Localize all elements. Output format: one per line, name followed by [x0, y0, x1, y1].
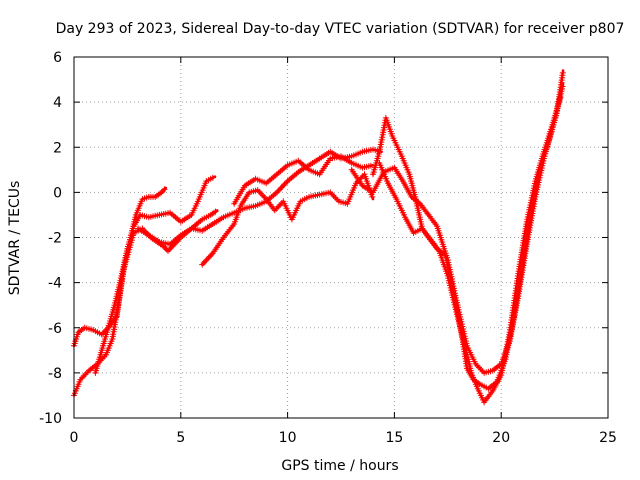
series-markers	[92, 174, 216, 376]
x-tick-label: 25	[599, 430, 617, 446]
x-axis-label: GPS time / hours	[281, 458, 398, 474]
series-trace-9	[348, 82, 566, 376]
y-tick-label: 6	[53, 50, 62, 66]
y-tick-label: 0	[53, 185, 62, 201]
x-tick-label: 20	[492, 430, 510, 446]
y-axis-label: SDTVAR / TECUs	[7, 181, 23, 296]
y-tick-label: -8	[48, 366, 62, 382]
series-line	[378, 94, 563, 404]
y-tick-label: 4	[53, 95, 62, 111]
y-tick-label: -10	[39, 411, 62, 427]
x-tick-label: 5	[176, 430, 185, 446]
x-tick-label: 0	[70, 430, 79, 446]
chart-title: Day 293 of 2023, Sidereal Day-to-day VTE…	[56, 21, 625, 37]
series-markers	[376, 94, 564, 406]
series-markers	[348, 83, 566, 376]
axis-ticks: 0 5 10 15 20 25 -10 -8 -6 -4 -2 0 2 4 6	[39, 50, 617, 446]
series-trace-4	[135, 146, 383, 248]
grid	[74, 57, 608, 418]
series-markers	[135, 146, 383, 248]
y-tick-label: -2	[48, 231, 62, 247]
series-trace-3	[92, 174, 217, 376]
data-series	[71, 69, 566, 406]
series-line	[200, 173, 375, 266]
y-tick-label: 2	[53, 140, 62, 156]
y-tick-label: -4	[48, 276, 62, 292]
x-tick-label: 10	[279, 430, 297, 446]
series-trace-8	[376, 94, 564, 406]
series-line	[136, 148, 383, 246]
series-markers	[231, 153, 374, 207]
y-tick-label: -6	[48, 321, 62, 337]
series-trace-6	[231, 153, 375, 207]
x-tick-label: 15	[385, 430, 403, 446]
